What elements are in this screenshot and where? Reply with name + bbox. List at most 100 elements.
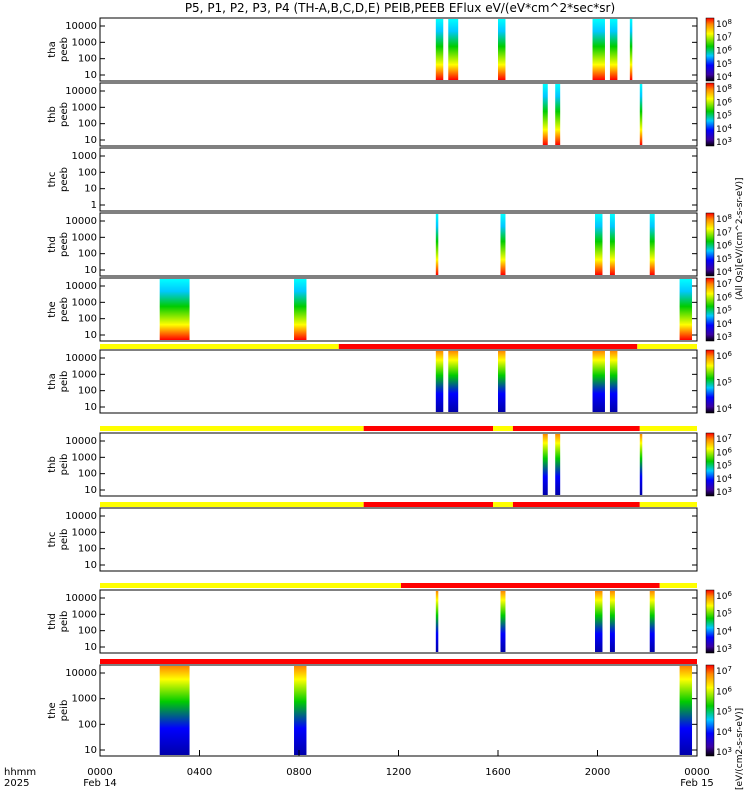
spectrogram-interval: [609, 351, 618, 412]
spectrogram-interval: [435, 591, 439, 652]
x-axis-label-hhmm: hhmm: [4, 767, 36, 778]
colorbar-tick-label: 103: [716, 486, 732, 498]
mode-bar-segment: [100, 426, 364, 431]
y-tick-label: 1: [91, 200, 97, 211]
panel-frame: [99, 82, 698, 147]
y-tick-label: 100: [78, 469, 97, 480]
y-tick-label: 100: [78, 719, 97, 730]
y-tick-label: 1000: [72, 694, 97, 705]
spectrogram-interval: [448, 19, 459, 80]
y-tick-label: 10000: [65, 436, 97, 447]
colorbar: [705, 664, 715, 757]
y-tick-label: 1000: [72, 37, 97, 48]
spectrogram-interval: [649, 591, 655, 652]
panel-label: thbpeeb: [47, 102, 70, 127]
colorbar-tick-label: 105: [716, 460, 732, 472]
mode-bar-segment: [100, 583, 401, 588]
spectrogram-interval: [448, 351, 459, 412]
spectrogram-interval: [498, 351, 506, 412]
mode-bar-segment: [400, 583, 660, 588]
spectrogram-interval: [609, 214, 615, 275]
x-date-label: Feb 15: [680, 778, 714, 789]
y-tick-label: 10: [84, 745, 97, 756]
y-tick-label: 100: [78, 119, 97, 130]
y-tick-label: 100: [78, 249, 97, 260]
mode-bar-segment: [363, 502, 494, 507]
colorbar-tick-label: 108: [716, 213, 732, 225]
y-tick-label: 10000: [65, 668, 97, 679]
y-tick-label: 10: [84, 485, 97, 496]
colorbar-tick-label: 104: [716, 71, 732, 83]
mode-bar-segment: [338, 344, 638, 349]
x-tick-label: 1600: [485, 767, 510, 778]
spectrogram-interval: [609, 19, 618, 80]
y-tick-label: 10: [84, 135, 97, 146]
panel-label: thdpeib: [47, 611, 70, 633]
colorbar-tick-label: 106: [716, 96, 732, 108]
mode-bar-segment: [639, 502, 697, 507]
colorbar-tick-label: 104: [716, 403, 732, 415]
spectrogram-interval: [592, 19, 605, 80]
panel-frame: [99, 432, 698, 497]
y-tick-label: 10000: [65, 86, 97, 97]
figure-title: P5, P1, P2, P3, P4 (TH-A,B,C,D,E) PEIB,P…: [185, 1, 615, 15]
y-tick-label: 100: [78, 626, 97, 637]
x-tick-label: 0000: [87, 767, 112, 778]
panels-group: 10100100010000thapeeb1041051061071081010…: [47, 17, 745, 758]
x-tick-label: 0800: [286, 767, 311, 778]
y-tick-label: 10: [84, 402, 97, 413]
colorbar-tick-label: 105: [716, 305, 732, 317]
spectrogram-interval: [649, 214, 655, 275]
panel-the-peib: 10 100 1000 10000 thepeib 103 104 105 106 107: [47, 664, 732, 758]
colorbar: [705, 82, 715, 147]
colorbar-label-electron: (All Qs)[eV/(cm^2-s-sr-eV)]: [735, 177, 745, 300]
spectrogram-interval: [555, 84, 561, 145]
spectrogram-interval: [629, 19, 633, 80]
y-tick-label: 100: [78, 314, 97, 325]
spectrogram-interval: [542, 434, 548, 495]
spectrogram-interval: [679, 666, 693, 755]
x-tick-label: 0000: [684, 767, 709, 778]
colorbar-tick-label: 103: [716, 136, 732, 148]
panel-label: thapeib: [47, 371, 70, 393]
spectrogram-interval: [609, 591, 615, 652]
colorbar: [705, 432, 715, 497]
mode-bar-segment: [637, 344, 697, 349]
colorbar-tick-label: 103: [716, 746, 732, 758]
colorbar-tick-label: 106: [716, 350, 732, 362]
colorbar-tick-label: 106: [716, 446, 732, 458]
colorbar-tick-label: 106: [716, 291, 732, 303]
colorbar-tick-label: 105: [716, 58, 732, 70]
y-tick-label: 100: [78, 167, 97, 178]
panel-label: thbpeib: [47, 454, 70, 476]
y-tick-label: 10000: [65, 353, 97, 364]
mode-bar-segment: [363, 426, 494, 431]
y-tick-label: 10000: [65, 21, 97, 32]
panel-frame: [99, 589, 698, 654]
mode-bar-segment: [100, 344, 339, 349]
spectrogram-interval: [595, 591, 603, 652]
colorbar-tick-label: 104: [716, 473, 732, 485]
spectrogram-interval: [159, 279, 190, 340]
spectrogram-interval: [592, 351, 605, 412]
mode-bar-segment: [512, 426, 640, 431]
spectrogram-interval: [435, 19, 444, 80]
spectrogram-interval: [595, 214, 603, 275]
y-tick-label: 1000: [72, 452, 97, 463]
x-axis-label-year: 2025: [4, 778, 29, 789]
panel-label: thcpeeb: [47, 167, 70, 192]
colorbar-tick-label: 103: [716, 643, 732, 655]
colorbar-tick-label: 106: [716, 240, 732, 252]
y-tick-label: 10: [84, 560, 97, 571]
panel-label: thcpeib: [47, 529, 70, 551]
colorbar-tick-label: 104: [716, 726, 732, 738]
spectrogram-interval: [435, 214, 439, 275]
y-tick-label: 10: [84, 184, 97, 195]
colorbar-tick-label: 107: [716, 433, 732, 445]
mode-bar-segment: [512, 502, 640, 507]
